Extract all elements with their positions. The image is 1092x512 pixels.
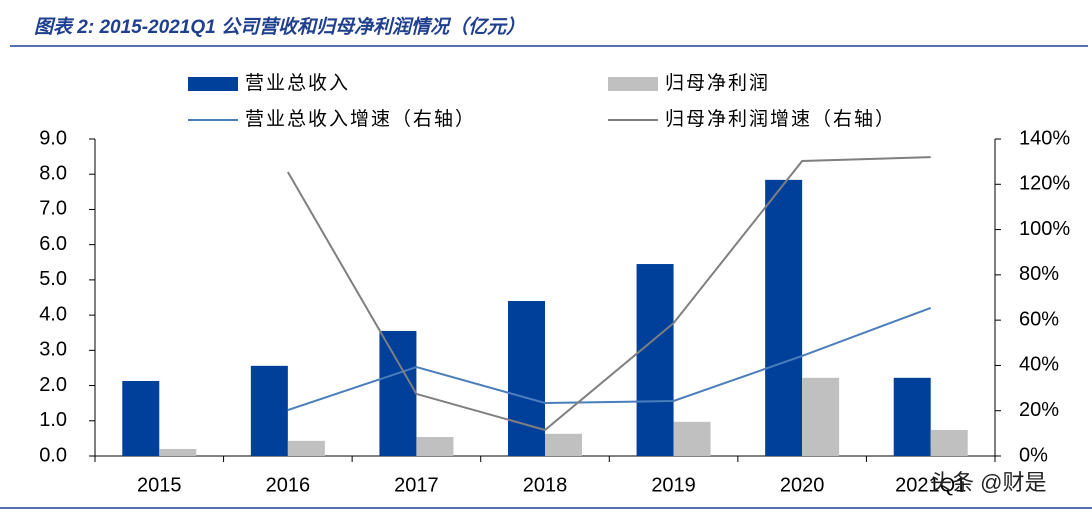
legend-label: 营业总收入增速（右轴） (245, 108, 476, 130)
bar (250, 365, 288, 456)
legend-label: 营业总收入 (245, 72, 350, 94)
x-tick-label: 2016 (266, 474, 311, 496)
bar (673, 421, 711, 456)
bar (379, 330, 417, 456)
y2-tick-label: 0% (1019, 444, 1048, 466)
legend-swatch (608, 77, 658, 91)
bar (159, 448, 197, 456)
y2-tick-label: 20% (1019, 399, 1059, 421)
y-tick-label: 4.0 (39, 303, 67, 325)
y-tick-label: 9.0 (39, 127, 67, 149)
bar (508, 301, 545, 456)
y2-tick-label: 40% (1019, 354, 1059, 376)
bar (930, 429, 968, 456)
y-tick-label: 3.0 (39, 339, 67, 361)
bar (122, 380, 160, 456)
bar (287, 440, 325, 456)
x-tick-label: 2020 (780, 474, 825, 496)
y2-tick-label: 60% (1019, 308, 1059, 330)
bar (545, 433, 582, 456)
y-tick-label: 2.0 (39, 374, 67, 396)
x-tick-label: 2018 (523, 474, 568, 496)
line (287, 306, 932, 411)
y-tick-label: 6.0 (39, 233, 67, 255)
y2-tick-label: 100% (1019, 218, 1070, 240)
line (286, 156, 931, 432)
bar (802, 377, 840, 456)
y-tick-label: 0.0 (39, 444, 67, 466)
y2-tick-label: 80% (1019, 263, 1059, 285)
bar (765, 179, 803, 456)
x-tick-label: 2015 (137, 474, 182, 496)
y-tick-label: 8.0 (39, 163, 67, 185)
y-tick-label: 5.0 (39, 268, 67, 290)
bar (893, 377, 931, 456)
legend-label: 归母净利润增速（右轴） (665, 108, 896, 130)
y2-tick-label: 120% (1019, 173, 1070, 195)
bar (416, 436, 454, 456)
y-tick-label: 7.0 (39, 198, 67, 220)
x-tick-label: 2021Q1 (895, 474, 966, 496)
x-tick-label: 2017 (394, 474, 439, 496)
legend-label: 归母净利润 (665, 72, 770, 94)
chart-title: 图表 2: 2015-2021Q1 公司营收和归母净利润情况（亿元） (34, 16, 525, 38)
y-tick-label: 1.0 (39, 409, 67, 431)
legend-swatch (188, 77, 238, 91)
x-tick-label: 2019 (651, 474, 696, 496)
watermark: 头条 @财是 (930, 470, 1046, 495)
bar (636, 264, 674, 456)
y2-tick-label: 140% (1019, 127, 1070, 149)
